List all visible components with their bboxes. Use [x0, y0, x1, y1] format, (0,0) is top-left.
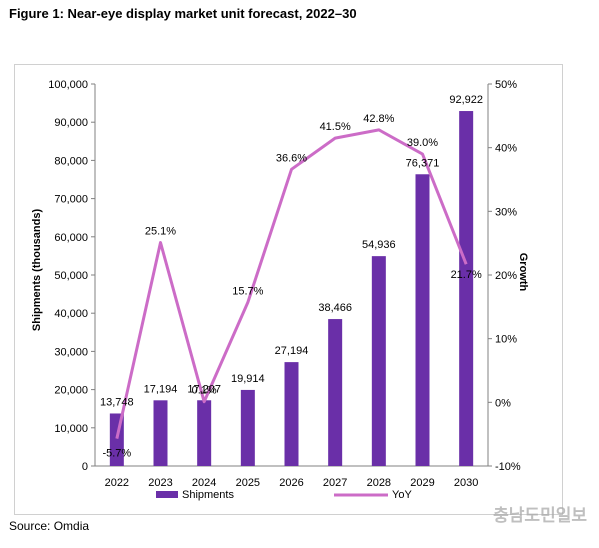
data-labels: 13,748 17,194 17,207 19,914 27,194 38,466 54,9…	[100, 94, 483, 460]
shipments-bar	[240, 389, 255, 466]
shipments-data-label: 17,194	[144, 383, 178, 395]
y-tick-label: 90,000	[54, 117, 88, 129]
yoy-data-label: 0.1%	[192, 385, 217, 397]
shipments-bar	[459, 111, 474, 466]
y-tick-label: 10,000	[54, 423, 88, 435]
axes: 0 10,000 20,000 30,000 40,000 50,000 60,000 70,…	[48, 79, 521, 489]
yoy-data-label: 21.7%	[451, 269, 482, 281]
y2-tick-label: 50%	[495, 79, 517, 91]
shipments-data-label: 19,914	[231, 373, 265, 385]
y-tick-label: 80,000	[54, 155, 88, 167]
yoy-data-label: 15.7%	[232, 285, 263, 297]
y-tick-label: 40,000	[54, 308, 88, 320]
yoy-line	[115, 128, 468, 439]
x-tick-label: 2022	[105, 477, 129, 489]
y2-tick-label: 10%	[495, 334, 517, 346]
y-tick-label: 100,000	[48, 79, 88, 91]
shipments-data-label: 13,748	[100, 396, 134, 408]
yoy-data-label: 42.8%	[363, 113, 394, 125]
bars	[109, 111, 474, 466]
figure-title: Figure 1: Near-eye display market unit f…	[9, 6, 357, 21]
y-tick-label: 70,000	[54, 194, 88, 206]
y2-tick-label: 30%	[495, 206, 517, 218]
shipments-bar	[415, 174, 430, 466]
y2-axis-title: Growth	[517, 253, 529, 292]
shipments-data-label: 27,194	[275, 345, 309, 357]
x-tick-label: 2024	[192, 477, 216, 489]
source-note: Source: Omdia	[9, 519, 90, 533]
y-tick-label: 0	[82, 461, 88, 473]
yoy-line-layer	[115, 128, 468, 439]
legend-shipments-swatch	[156, 491, 178, 498]
y-tick-label: 60,000	[54, 232, 88, 244]
y2-tick-label: 0%	[495, 397, 511, 409]
shipments-bar	[371, 256, 386, 466]
shipments-bar	[328, 319, 343, 466]
shipments-data-label: 92,922	[449, 94, 483, 106]
legend-shipments-label: Shipments	[182, 489, 234, 501]
shipments-bar	[284, 362, 299, 466]
yoy-data-label: 39.0%	[407, 137, 438, 149]
x-tick-label: 2029	[410, 477, 434, 489]
x-tick-label: 2030	[454, 477, 478, 489]
x-tick-label: 2023	[148, 477, 172, 489]
shipments-data-label: 17,207	[187, 383, 221, 395]
x-tick-label: 2028	[367, 477, 391, 489]
shipments-data-label: 38,466	[318, 302, 352, 314]
yoy-data-label: 25.1%	[145, 226, 176, 238]
yoy-data-label: 41.5%	[320, 121, 351, 133]
y2-tick-label: -10%	[495, 461, 521, 473]
yoy-data-label: 36.6%	[276, 152, 307, 164]
watermark: 충남도민일보	[493, 506, 587, 526]
legend-yoy-label: YoY	[392, 489, 412, 501]
x-tick-label: 2025	[236, 477, 260, 489]
y-tick-label: 20,000	[54, 385, 88, 397]
y-tick-label: 30,000	[54, 346, 88, 358]
y2-tick-label: 20%	[495, 270, 517, 282]
shipments-bar	[153, 400, 168, 466]
y-tick-label: 50,000	[54, 270, 88, 282]
legend: Shipments YoY	[156, 489, 412, 501]
y-axis-title: Shipments (thousands)	[31, 209, 43, 332]
shipments-data-label: 54,936	[362, 239, 396, 251]
shipments-data-label: 76,371	[406, 157, 440, 169]
x-tick-label: 2026	[279, 477, 303, 489]
yoy-data-label: -5.7%	[102, 448, 131, 460]
x-tick-label: 2027	[323, 477, 347, 489]
y2-tick-label: 40%	[495, 143, 517, 155]
shipments-bar	[197, 400, 212, 466]
